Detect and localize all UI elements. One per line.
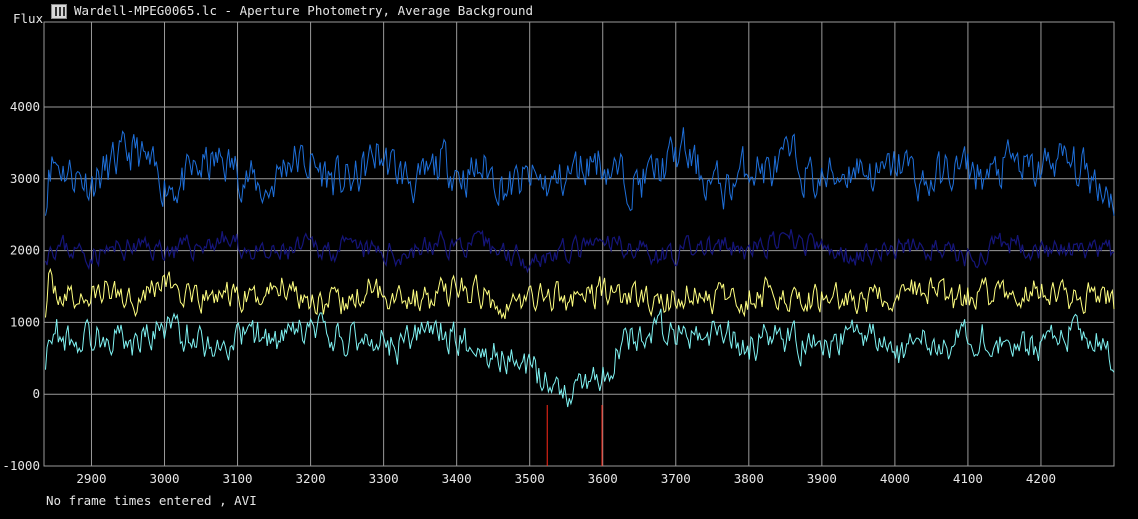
- series-line-3: [45, 267, 1115, 320]
- y-tick-label: -1000: [2, 458, 40, 473]
- x-tick-label: 3000: [149, 471, 179, 486]
- status-text: No frame times entered , AVI: [46, 493, 257, 508]
- frame-markers: [546, 404, 603, 466]
- y-tick-label: 4000: [10, 99, 40, 114]
- lightcurve-app-icon[interactable]: [51, 4, 67, 19]
- x-tick-label: 4100: [953, 471, 983, 486]
- series-line-2: [44, 229, 1115, 274]
- x-tick-label: 3500: [515, 471, 545, 486]
- x-tick-label: 3600: [588, 471, 618, 486]
- x-tick-label: 3900: [807, 471, 837, 486]
- y-tick-label: 2000: [10, 243, 40, 258]
- y-tick-label: 1000: [10, 314, 40, 329]
- series-layer: [44, 127, 1115, 408]
- x-tick-label: 3100: [222, 471, 252, 486]
- x-tick-label: 2900: [76, 471, 106, 486]
- x-tick-label: 4200: [1026, 471, 1056, 486]
- series-line-1: [45, 127, 1115, 216]
- x-tick-label: 3800: [734, 471, 764, 486]
- x-tick-label: 3200: [296, 471, 326, 486]
- y-axis-label: Flux: [13, 11, 44, 26]
- y-tick-label: 0: [32, 386, 40, 401]
- window-title: Wardell-MPEG0065.lc - Aperture Photometr…: [74, 3, 534, 18]
- series-line-4: [45, 308, 1115, 408]
- tick-labels: 2900 3000 3100 3200 3300 3400 3500 3600 3700 3800…: [2, 99, 1056, 486]
- y-tick-label: 3000: [10, 171, 40, 186]
- x-tick-label: 3400: [442, 471, 472, 486]
- title-bar: Wardell-MPEG0065.lc - Aperture Photometr…: [0, 0, 1138, 26]
- x-tick-label: 4000: [880, 471, 910, 486]
- x-tick-label: 3300: [369, 471, 399, 486]
- x-tick-label: 3700: [661, 471, 691, 486]
